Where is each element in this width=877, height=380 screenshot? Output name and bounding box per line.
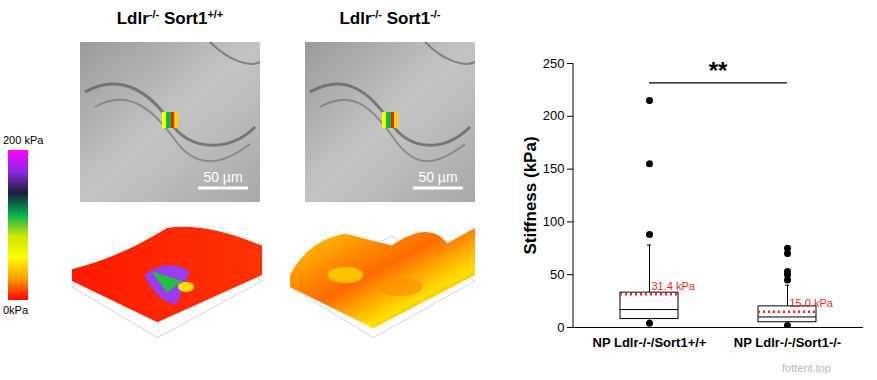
svg-text:NP Ldlr-/-/Sort1-/-: NP Ldlr-/-/Sort1-/- [734, 335, 841, 350]
svg-text:200 kPa: 200 kPa [3, 134, 44, 146]
svg-text:200: 200 [543, 108, 565, 123]
svg-text:**: ** [709, 57, 728, 84]
svg-text:NP Ldlr-/-/Sort1+/+: NP Ldlr-/-/Sort1+/+ [593, 335, 707, 350]
svg-text:100: 100 [543, 214, 565, 229]
svg-text:31.4 kPa: 31.4 kPa [652, 280, 696, 292]
svg-text:250: 250 [543, 56, 565, 71]
svg-text:Ldlr-/- Sort1+/+: Ldlr-/- Sort1+/+ [117, 8, 224, 28]
svg-text:15.0 kPa: 15.0 kPa [790, 297, 834, 309]
svg-text:150: 150 [543, 161, 565, 176]
svg-text:0: 0 [557, 320, 564, 335]
svg-text:Ldlr-/- Sort1-/-: Ldlr-/- Sort1-/- [339, 8, 440, 28]
svg-text:50 µm: 50 µm [418, 169, 457, 185]
svg-text:0kPa: 0kPa [3, 304, 29, 316]
html-text:fottent.top: fottent.top [782, 362, 831, 374]
svg-text:Stiffness (kPa): Stiffness (kPa) [521, 136, 540, 254]
svg-text:50: 50 [550, 267, 564, 282]
svg-text:50 µm: 50 µm [203, 169, 242, 185]
